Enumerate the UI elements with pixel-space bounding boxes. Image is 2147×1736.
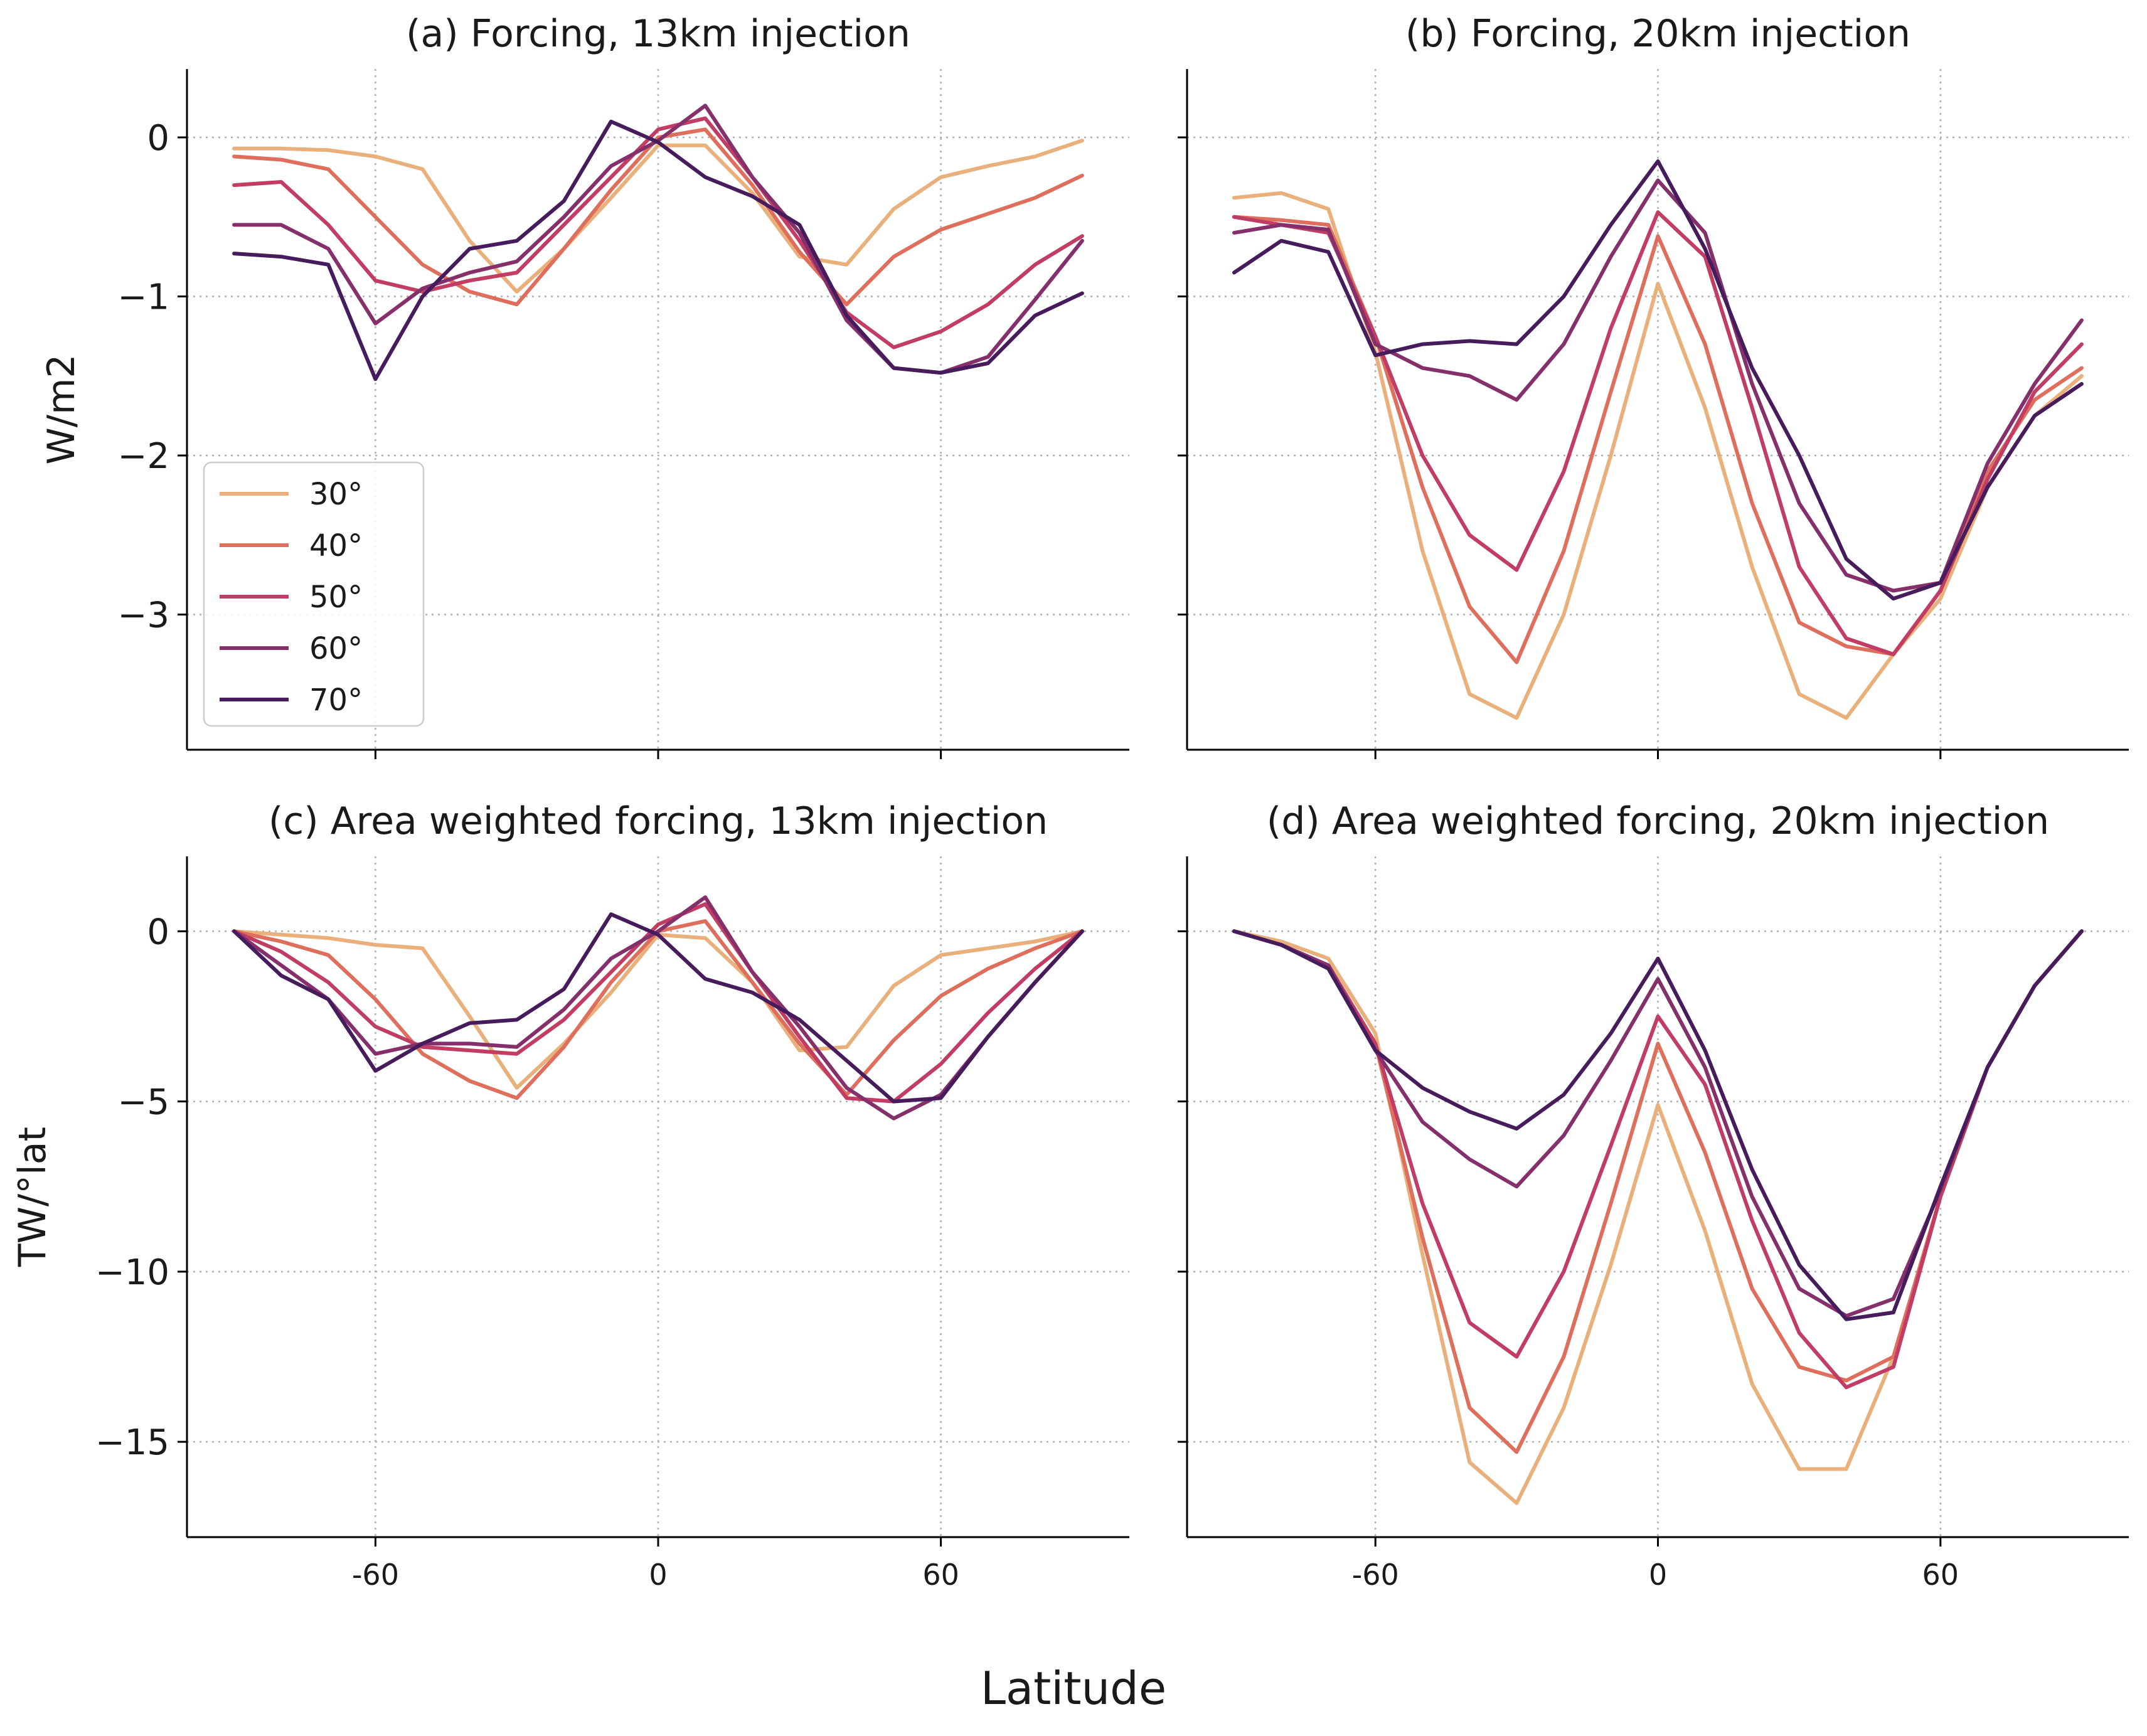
- y-tick-label: 0: [147, 118, 169, 159]
- series-line-70deg: [232, 912, 1084, 1104]
- panel-title: (c) Area weighted forcing, 13km injectio…: [269, 799, 1048, 843]
- series-line-70deg: [1232, 929, 2084, 1321]
- y-tick-label: −10: [95, 1252, 169, 1293]
- series-line-50deg: [232, 902, 1084, 1104]
- x-tick-label: 0: [1649, 1558, 1667, 1592]
- x-axis-label: Latitude: [981, 1662, 1166, 1715]
- legend-label: 70°: [309, 683, 363, 718]
- panel-b: (b) Forcing, 20km injection: [1178, 12, 2129, 759]
- y-tick-label: −5: [117, 1082, 169, 1123]
- series-line-40deg: [232, 127, 1084, 307]
- panel-a: 0 −1 −2 −3 (a) Forcing, 13km injection W/m2 30…: [40, 12, 1129, 759]
- y-tick-label: −15: [95, 1422, 169, 1463]
- x-tick-label: -60: [352, 1558, 399, 1592]
- series-line-50deg: [1232, 210, 2084, 656]
- panels: 0 −1 −2 −3 (a) Forcing, 13km injection W/m2 30…: [11, 12, 2129, 1592]
- legend-label: 50°: [309, 580, 363, 615]
- series-line-70deg: [1232, 159, 2084, 601]
- series-line-70deg: [232, 119, 1084, 381]
- y-axis-label: W/m2: [40, 354, 83, 464]
- y-tick-label: −2: [117, 436, 169, 477]
- panel-d: -60 0 60 (d) Area weighted forcing, 20km in…: [1178, 799, 2129, 1592]
- panel-c: -60 0 60 0 −5 −10 −15 (c) Area weighted forcing…: [11, 799, 1129, 1592]
- legend-box: [203, 461, 425, 727]
- series-line-60deg: [232, 895, 1084, 1121]
- x-tick-label: 0: [649, 1558, 667, 1592]
- panel-title: (b) Forcing, 20km injection: [1405, 12, 1910, 56]
- x-tick-label: -60: [1352, 1558, 1399, 1592]
- x-tick-label: 60: [922, 1558, 959, 1592]
- y-axis-label: TW/°lat: [11, 1127, 55, 1267]
- panel-title: (d) Area weighted forcing, 20km injectio…: [1267, 799, 2049, 843]
- legend-label: 60°: [309, 631, 363, 666]
- x-tick-label: 60: [1922, 1558, 1959, 1592]
- series-line-50deg: [1232, 929, 2084, 1390]
- legend-label: 30°: [309, 477, 363, 512]
- y-tick-label: −1: [117, 277, 169, 318]
- y-tick-label: −3: [117, 595, 169, 636]
- legend-label: 40°: [309, 528, 363, 563]
- series-line-50deg: [232, 116, 1084, 349]
- y-tick-label: 0: [147, 912, 169, 952]
- panel-title: (a) Forcing, 13km injection: [406, 12, 910, 56]
- series-line-30deg: [232, 139, 1084, 294]
